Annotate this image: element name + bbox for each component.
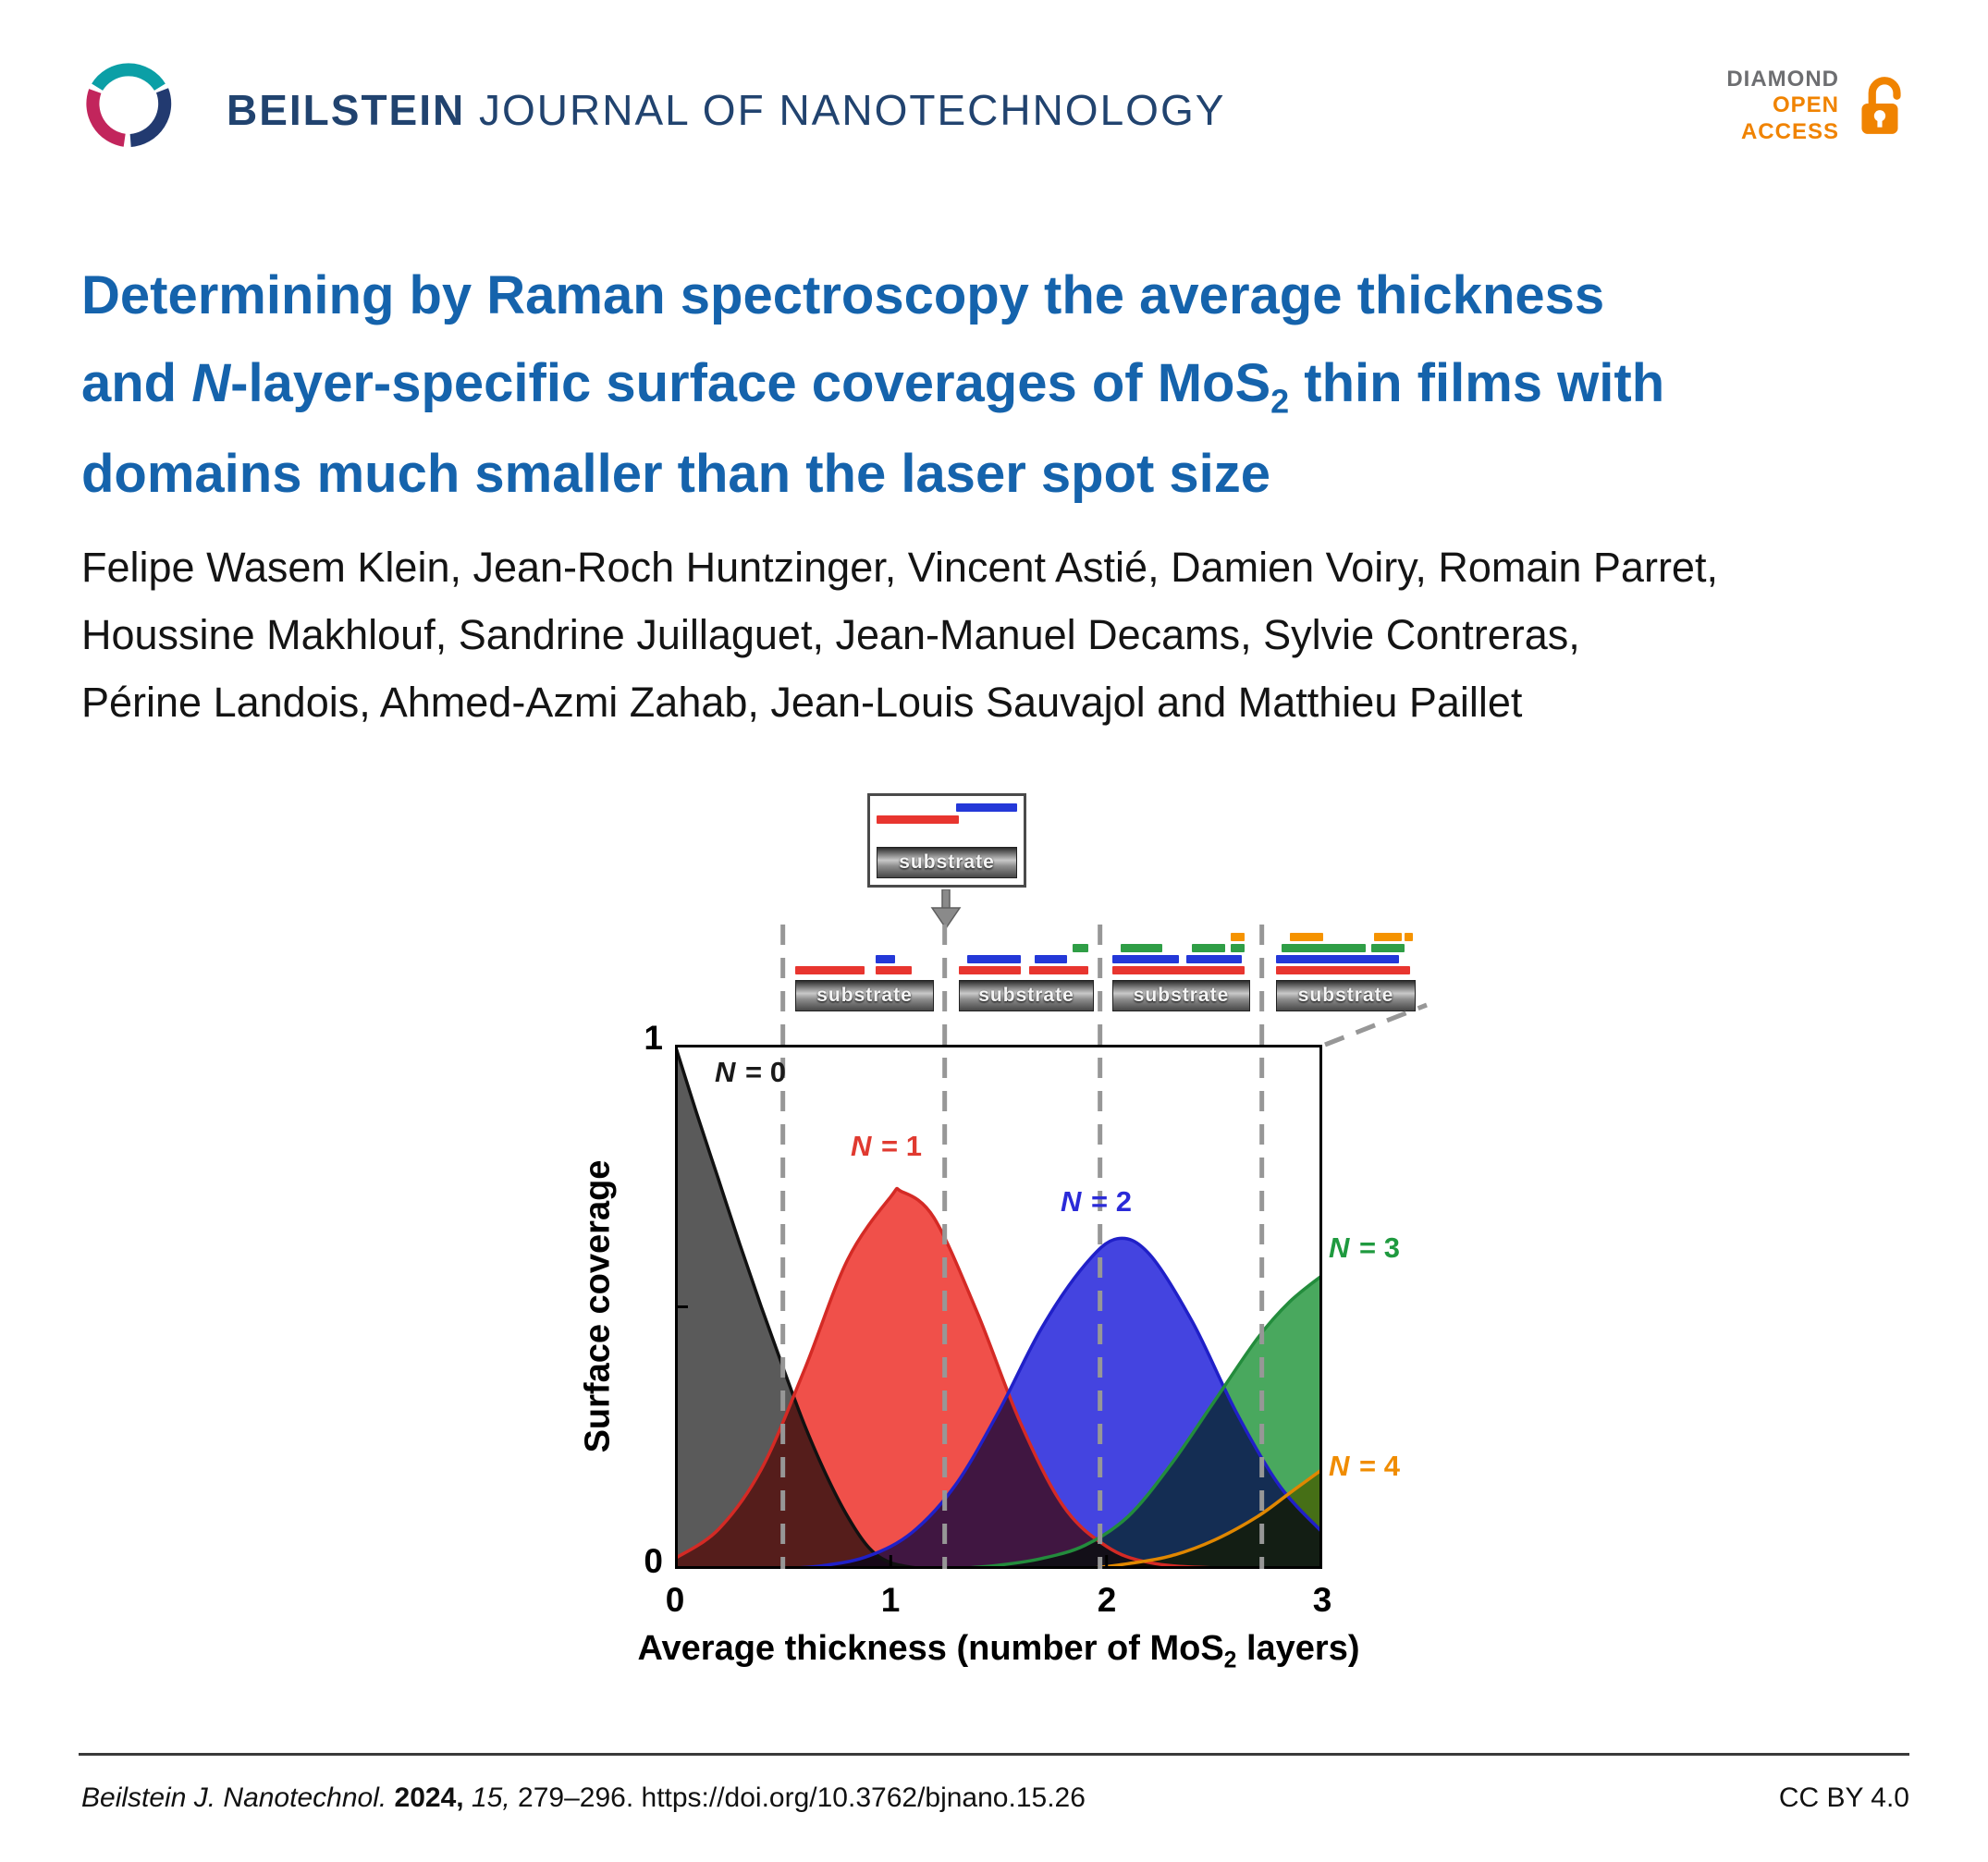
authors-line2: Houssine Makhlouf, Sandrine Juillaguet, … <box>81 610 1580 658</box>
area-series-N=3 <box>955 1275 1322 1569</box>
series-label-n2: N = 2 <box>1061 1185 1132 1218</box>
layer-segment-blue <box>1112 955 1179 963</box>
y-axis-label: Surface coverage <box>578 1159 618 1453</box>
citation: Beilstein J. Nanotechnol. 2024, 15, 279–… <box>81 1782 1086 1814</box>
substrate-label: substrate <box>899 851 995 873</box>
open-lock-icon <box>1861 77 1901 135</box>
substrate-bar: substrate <box>1112 980 1250 1011</box>
series-label-n0: N = 0 <box>715 1056 786 1088</box>
citation-pages: 279–296. <box>518 1782 634 1813</box>
coverage-plot <box>675 1045 1322 1569</box>
x-tick-1: 1 <box>880 1581 901 1619</box>
series-label-n4: N = 4 <box>1329 1450 1400 1482</box>
doi-link[interactable]: https://doi.org/10.3762/bjnano.15.26 <box>641 1782 1086 1813</box>
badge-open-label: OPEN <box>1772 92 1839 118</box>
outline-series-N=0 <box>675 1045 924 1569</box>
beilstein-swirl-icon <box>86 63 172 147</box>
series-label-n1: N = 1 <box>851 1130 922 1162</box>
badge-access-label: ACCESS <box>1740 118 1839 144</box>
area-series-N=1 <box>675 1188 1322 1569</box>
outline-series-N=4 <box>1085 1467 1322 1569</box>
area-series-N=0 <box>675 1045 924 1569</box>
license-label: CC BY 4.0 <box>1778 1782 1909 1813</box>
substrate-bar: substrate <box>877 847 1017 878</box>
layer-segment-orange <box>1290 933 1324 941</box>
badge-diamond-label: DIAMOND <box>1726 67 1839 92</box>
layer-segment-blue <box>955 803 1018 812</box>
layer-segment-red <box>1028 966 1089 974</box>
layer-segment-red <box>876 815 960 824</box>
x-tick-2: 2 <box>1097 1581 1117 1619</box>
layer-segment-green <box>1370 944 1405 952</box>
article-title: Determining by Raman spectroscopy the av… <box>81 265 1665 504</box>
title-line3: domains much smaller than the laser spot… <box>81 443 1271 504</box>
substrate-bar: substrate <box>959 980 1094 1011</box>
layer-segment-blue <box>966 955 1022 963</box>
journal-name-bold: BEILSTEIN <box>227 86 466 134</box>
substrate-group-3: substrate <box>1112 923 1250 1011</box>
graphical-abstract: substrate substrate substrate substrate … <box>532 786 1456 1697</box>
substrate-group-4: substrate <box>1276 923 1416 1011</box>
layer-segment-blue <box>876 955 895 963</box>
substrate-inset: substrate <box>867 793 1026 888</box>
x-tick-0: 0 <box>665 1581 685 1619</box>
substrate-bar: substrate <box>1276 980 1416 1011</box>
layer-segment-orange <box>1231 933 1246 941</box>
title-line1: Determining by Raman spectroscopy the av… <box>81 265 1605 325</box>
inset-layers <box>870 796 1024 885</box>
open-access-badge: DIAMOND OPEN ACCESS <box>1726 67 1909 145</box>
layer-segment-green <box>1282 944 1366 952</box>
title-subscript: 2 <box>1270 382 1290 421</box>
layer-segment-red <box>1112 966 1246 974</box>
y-tick-1: 1 <box>644 1019 663 1057</box>
authors-line3: Périne Landois, Ahmed-Azmi Zahab, Jean-L… <box>81 678 1523 726</box>
layer-segment-red <box>876 966 912 974</box>
citation-journal: Beilstein J. Nanotechnol. <box>81 1782 387 1813</box>
substrate-bar: substrate <box>795 980 934 1011</box>
layer-segment-blue <box>1276 955 1399 963</box>
outline-series-N=2 <box>782 1236 1322 1569</box>
layer-segment-orange <box>1373 933 1402 941</box>
layer-segment-blue <box>1186 955 1243 963</box>
x-axis-label: Average thickness (number of MoS2 layers… <box>637 1629 1360 1673</box>
title-italic-n: N <box>191 353 231 414</box>
outline-series-N=3 <box>955 1274 1322 1569</box>
footer-divider <box>79 1753 1909 1756</box>
y-tick-0: 0 <box>644 1542 663 1580</box>
substrate-label: substrate <box>1297 985 1394 1006</box>
substrate-group-1: substrate <box>795 923 934 1011</box>
series-label-n3: N = 3 <box>1329 1231 1400 1264</box>
x-tick-3: 3 <box>1312 1581 1332 1619</box>
journal-name-rest: JOURNAL OF NANOTECHNOLOGY <box>465 86 1226 134</box>
layer-segment-green <box>1192 944 1226 952</box>
substrate-label: substrate <box>816 985 913 1006</box>
citation-volume: 15, <box>471 1782 510 1813</box>
author-list: Felipe Wasem Klein, Jean-Roch Huntzinger… <box>81 534 1921 737</box>
open-access-labels: DIAMOND OPEN ACCESS <box>1726 67 1839 145</box>
layer-segment-red <box>959 966 1022 974</box>
layer-segment-blue <box>1034 955 1067 963</box>
substrate-label: substrate <box>978 985 1074 1006</box>
layer-segment-green <box>1120 944 1162 952</box>
layer-segment-green <box>1231 944 1246 952</box>
substrate-label: substrate <box>1133 985 1230 1006</box>
journal-logo <box>79 54 178 153</box>
down-arrow-icon <box>930 889 962 930</box>
substrate-group-2: substrate <box>959 923 1094 1011</box>
authors-line1: Felipe Wasem Klein, Jean-Roch Huntzinger… <box>81 544 1718 591</box>
layer-segment-red <box>1276 966 1410 974</box>
layer-segment-orange <box>1404 933 1413 941</box>
journal-name: BEILSTEIN JOURNAL OF NANOTECHNOLOGY <box>227 85 1225 135</box>
layer-segment-green <box>1072 944 1089 952</box>
citation-year: 2024, <box>394 1782 464 1813</box>
layer-segment-red <box>795 966 865 974</box>
